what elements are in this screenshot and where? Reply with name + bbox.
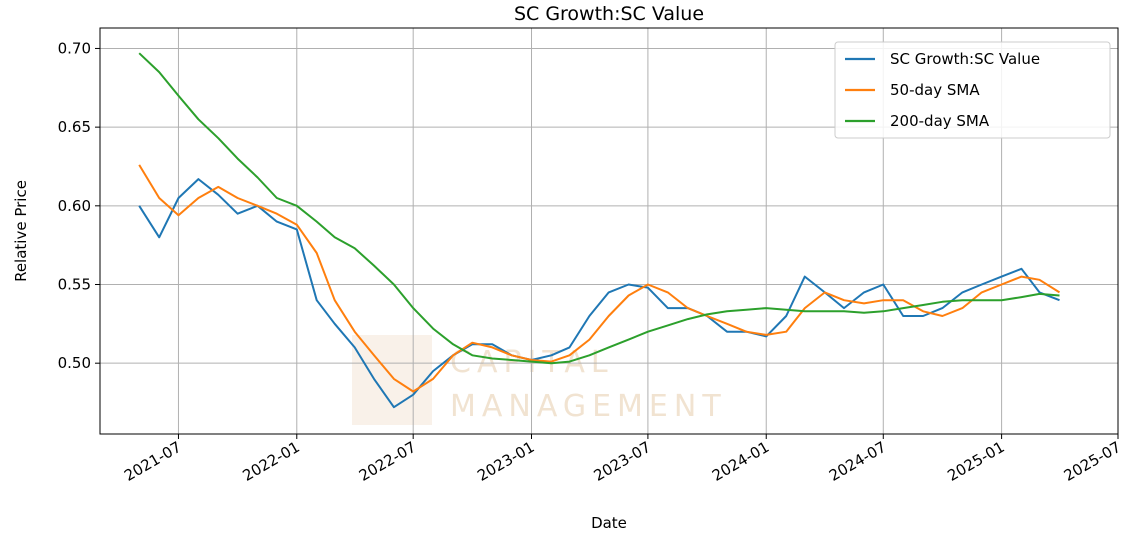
chart-title: SC Growth:SC Value (514, 3, 704, 25)
x-tick-label: 2022-07 (356, 438, 419, 485)
x-tick-label: 2021-07 (121, 438, 184, 485)
legend: SC Growth:SC Value 50-day SMA 200-day SMA (834, 41, 1111, 139)
y-tick-label: 0.55 (58, 276, 91, 294)
legend-label: 200-day SMA (890, 112, 990, 130)
y-axis-label: Relative Price (12, 180, 30, 282)
legend-label: 50-day SMA (890, 81, 980, 99)
x-tick-label: 2022-01 (239, 438, 302, 485)
x-tick-label: 2024-01 (709, 438, 772, 485)
x-axis-label: Date (591, 514, 627, 532)
plot-frame (99, 27, 1119, 435)
watermark: CAPITAL (450, 345, 614, 380)
x-tick-label: 2025-07 (1061, 438, 1124, 485)
x-tick-label: 2025-01 (944, 438, 1007, 485)
legend-box (834, 41, 1111, 139)
data-line (138, 178, 1060, 409)
x-tick-label: 2023-01 (474, 438, 537, 485)
y-tick-label: 0.65 (58, 118, 91, 136)
data-line (138, 164, 1061, 393)
y-tick-label: 0.60 (58, 197, 91, 215)
legend-label: SC Growth:SC Value (890, 50, 1040, 68)
x-tick-label: 2023-07 (591, 438, 654, 485)
data-line (138, 52, 1060, 365)
x-tick-label: 2024-07 (826, 438, 889, 485)
watermark: MANAGEMENT (450, 389, 727, 424)
watermark-logo (352, 335, 432, 425)
y-tick-label: 0.50 (58, 354, 91, 372)
y-tick-label: 0.70 (58, 39, 91, 57)
